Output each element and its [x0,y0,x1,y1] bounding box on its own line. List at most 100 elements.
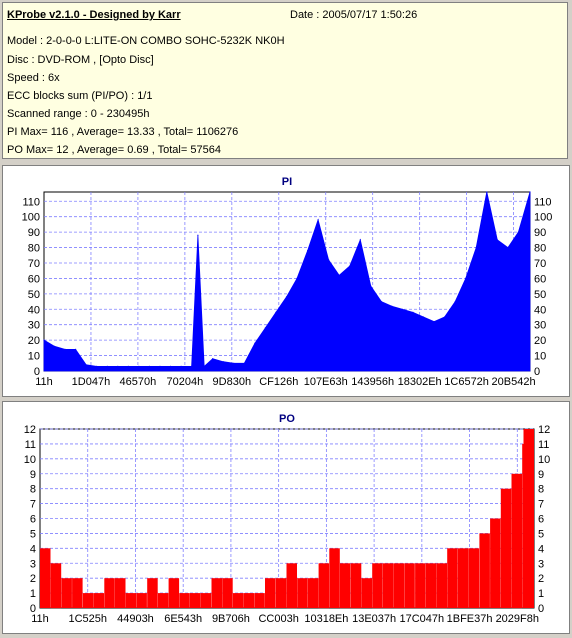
pi-data-point [338,274,340,276]
y-tick-label-right: 60 [534,273,546,285]
y-tick-label-right: 100 [534,212,552,224]
x-tick-label: 46570h [120,376,157,388]
x-tick-label: 44903h [117,613,154,625]
pi-data-point [496,239,498,241]
po-bar [511,473,522,609]
po-bar [82,593,94,608]
x-tick-label: 13E037h [352,613,396,625]
y-tick-label-left: 10 [28,351,40,363]
pi-data-point [401,308,403,310]
pi-data-point [529,191,531,193]
y-tick-label-right: 3 [538,558,544,570]
po-bar [490,518,501,608]
y-tick-label-right: 7 [538,499,544,511]
y-tick-label-left: 80 [28,243,40,255]
po-bar [457,548,469,608]
pi-data-point [370,285,372,287]
po-bar [232,593,244,608]
x-tick-label: 10318Eh [304,613,348,625]
range-line: Scanned range : 0 - 230495h [7,108,150,120]
y-tick-label-right: 0 [538,603,544,615]
pi-data-point [391,305,393,307]
y-tick-label-left: 5 [30,528,36,540]
pi-data-point [117,365,119,367]
y-tick-label-left: 2 [30,573,36,585]
po-bar [265,578,276,608]
pi-data-point [191,365,193,367]
po-bar [61,578,72,608]
y-tick-label-left: 1 [30,588,36,600]
po-stats-line: PO Max= 12 , Average= 0.69 , Total= 5756… [7,144,221,156]
po-bar [147,578,158,608]
pi-data-point [328,259,330,261]
pi-data-point [148,365,150,367]
pi-data-point [359,239,361,241]
x-tick-label: CC003h [258,613,298,625]
po-bar [190,593,201,608]
y-tick-label-right: 40 [534,304,546,316]
x-tick-label: CF126h [259,376,298,388]
po-bar [500,488,512,608]
y-tick-label-left: 60 [28,273,40,285]
y-tick-label-left: 20 [28,335,40,347]
po-bar [115,578,126,608]
y-tick-label-left: 3 [30,558,36,570]
x-tick-label: 18302Eh [398,376,442,388]
pi-data-point [159,365,161,367]
po-bar [307,578,319,608]
x-tick-label: 2029F8h [496,613,539,625]
pi-data-point [433,321,435,323]
pi-data-point [412,311,414,313]
y-tick-label-right: 11 [538,439,549,451]
pi-data-point [106,365,108,367]
pi-chart: PI 0 0 10 10 20 20 30 30 40 40 50 50 60 60 70 70 80 80 90 90… [22,176,553,388]
po-bar [425,563,437,609]
x-tick-label: 17C047h [400,613,445,625]
y-tick-label-left: 90 [28,227,40,239]
pi-data-point [53,345,56,347]
speed-line: Speed : 6x [7,72,60,84]
x-tick-label: 9B706h [212,613,250,625]
pi-data-point [465,277,467,279]
y-tick-label-left: 7 [30,499,36,511]
y-tick-label-right: 10 [538,454,550,466]
y-tick-label-left: 0 [34,366,40,378]
pi-data-point [285,296,288,298]
pi-chart-panel: PI 0 0 10 10 20 20 30 30 40 40 50 50 60 60 70 70 80 80 90 90… [2,165,570,397]
y-tick-label-right: 1 [538,588,544,600]
pi-data-point [444,316,446,318]
y-tick-label-right: 70 [534,258,546,270]
y-tick-label-left: 11 [25,439,36,451]
po-bar [157,593,169,608]
po-bar [382,563,394,609]
po-bar [297,578,308,608]
y-tick-label-left: 8 [30,484,36,496]
chart-title: PI [282,176,292,188]
po-bar [361,578,372,608]
pi-data-point [96,365,98,367]
po-bar [404,563,415,609]
scan-date: Date : 2005/07/17 1:50:26 [290,9,418,21]
pi-data-point [138,365,140,367]
x-tick-label: 70204h [167,376,204,388]
ecc-line: ECC blocks sum (PI/PO) : 1/1 [7,90,153,102]
pi-data-point [380,301,382,303]
y-tick-label-left: 70 [28,258,40,270]
x-tick-label: 11h [35,376,53,388]
info-panel: KProbe v2.1.0 - Designed by Karr Date : … [2,2,568,159]
y-tick-label-left: 110 [22,196,40,208]
y-tick-label-right: 8 [538,484,544,496]
y-tick-label-right: 5 [538,528,544,540]
pi-data-point [349,265,351,267]
x-tick-label: 11h [31,613,49,625]
pi-data-point [169,365,172,367]
x-tick-label: 1BFE37h [447,613,493,625]
y-tick-label-right: 50 [534,289,546,301]
y-tick-label-left: 12 [24,424,36,436]
y-tick-label-right: 9 [538,469,544,481]
y-tick-label-right: 80 [534,243,546,255]
x-tick-label: 1D047h [72,376,111,388]
y-tick-label-right: 20 [534,335,546,347]
y-tick-label-left: 10 [24,454,36,466]
